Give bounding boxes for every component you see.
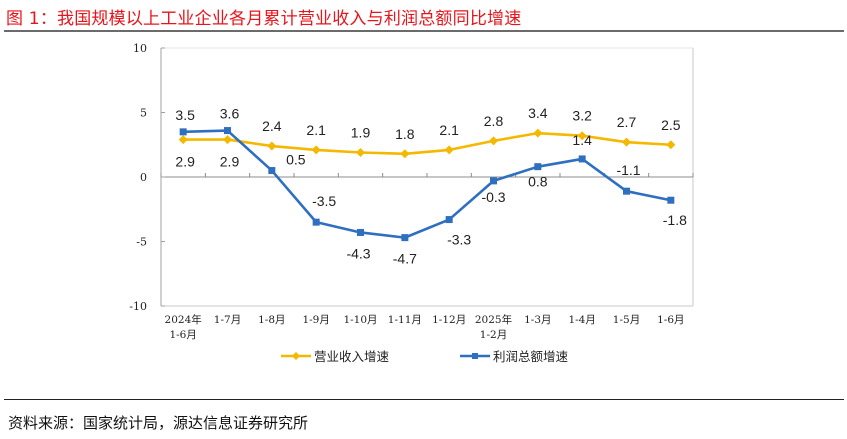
profit-data-label: -1.1 xyxy=(616,162,640,178)
legend-label: 利润总额增速 xyxy=(493,349,569,364)
diamond-marker-icon xyxy=(292,352,300,360)
chart-legend: 营业收入增速 利润总额增速 xyxy=(281,349,569,364)
square-marker-icon xyxy=(357,228,364,236)
revenue-data-label: 3.4 xyxy=(528,105,548,121)
diamond-marker-icon xyxy=(178,135,188,145)
chart-axes: 10 5 0 -5 -10 2024年 1-6月 1-7月 1-8月 1-9月 1-10月 1-11月… xyxy=(129,42,694,341)
x-tick-label: 2025年 xyxy=(475,313,512,326)
profit-data-label: -4.7 xyxy=(393,251,417,267)
diamond-marker-icon xyxy=(223,135,232,145)
y-tick-label: 0 xyxy=(140,171,147,184)
x-tick-label: 1-7月 xyxy=(214,314,241,326)
diamond-marker-icon xyxy=(622,137,631,147)
profit-data-label: -3.5 xyxy=(312,193,336,209)
x-tick-label: 1-6月 xyxy=(657,314,684,326)
profit-data-label: -4.3 xyxy=(346,245,370,261)
square-marker-icon xyxy=(445,216,453,224)
x-tick-label: 2024年 xyxy=(165,313,202,326)
y-tick-label: 5 xyxy=(140,107,147,120)
x-tick-label: 1-10月 xyxy=(343,314,377,326)
diamond-marker-icon xyxy=(577,131,587,141)
diamond-marker-icon xyxy=(311,145,321,155)
x-tick-label: 1-4月 xyxy=(568,314,595,326)
legend-profit: 利润总额增速 xyxy=(460,349,569,364)
diamond-marker-icon xyxy=(444,145,454,155)
x-tick-label: 1-12月 xyxy=(432,314,466,326)
data-labels: 2.9 2.9 2.4 2.1 1.9 1.8 2.1 2.8 3.4 3.2 2.7 2.5 3.5 3… xyxy=(175,105,687,266)
diamond-marker-icon xyxy=(533,128,543,138)
diamond-marker-icon xyxy=(400,149,410,159)
revenue-data-label: 3.2 xyxy=(572,108,592,124)
x-tick-label: 1-9月 xyxy=(302,314,329,326)
square-marker-icon xyxy=(534,163,542,171)
revenue-data-label: 2.1 xyxy=(439,122,459,138)
x-tick-label: 1-3月 xyxy=(524,314,551,326)
diamond-marker-icon xyxy=(489,136,498,146)
revenue-data-label: 1.8 xyxy=(395,126,415,142)
revenue-data-label: 1.9 xyxy=(351,124,371,140)
y-tick-label: -5 xyxy=(136,236,147,249)
square-marker-icon xyxy=(224,127,231,135)
y-tick-label: -10 xyxy=(129,300,147,313)
square-marker-icon xyxy=(623,187,630,195)
y-tick-label: 10 xyxy=(133,42,147,55)
revenue-data-label: 2.9 xyxy=(220,154,240,170)
revenue-data-label: 2.4 xyxy=(262,118,282,134)
revenue-data-label: 2.8 xyxy=(484,113,504,129)
revenue-data-label: 2.5 xyxy=(661,117,681,133)
diamond-marker-icon xyxy=(267,141,277,151)
square-marker-icon xyxy=(401,234,409,242)
profit-data-label: 1.4 xyxy=(572,132,592,148)
revenue-data-label: 2.1 xyxy=(306,122,326,138)
square-marker-icon xyxy=(179,128,187,136)
x-tick-label: 1-8月 xyxy=(258,314,285,326)
figure-title: 图 1：我国规模以上工业企业各月累计营业收入与利润总额同比增速 xyxy=(6,9,522,29)
revenue-line xyxy=(183,131,671,156)
profit-data-label: 0.5 xyxy=(286,152,306,168)
chart-series xyxy=(178,127,676,242)
revenue-data-label: 2.7 xyxy=(617,114,637,130)
source-note: 资料来源：国家统计局，源达信息证券研究所 xyxy=(8,414,309,432)
legend-label: 营业收入增速 xyxy=(314,349,390,364)
revenue-data-label: 2.9 xyxy=(175,154,195,170)
profit-line xyxy=(183,129,672,239)
x-tick-label: 1-5月 xyxy=(613,314,640,326)
legend-revenue: 营业收入增速 xyxy=(281,349,390,364)
profit-data-label: -3.3 xyxy=(447,232,471,248)
x-tick-label: 1-6月 xyxy=(169,329,196,341)
profit-data-label: 0.8 xyxy=(528,174,548,190)
square-marker-icon xyxy=(312,218,320,226)
profit-data-label: 3.6 xyxy=(220,106,240,122)
line-chart: 10 5 0 -5 -10 2024年 1-6月 1-7月 1-8月 1-9月 1-10月 1-11月… xyxy=(129,42,694,364)
profit-data-label: -1.8 xyxy=(663,212,687,228)
square-marker-icon xyxy=(268,167,276,175)
square-marker-icon xyxy=(490,177,497,185)
x-tick-label: 1-11月 xyxy=(388,314,422,326)
diamond-marker-icon xyxy=(356,147,365,157)
source-divider xyxy=(4,399,844,400)
profit-data-label: 3.5 xyxy=(175,107,195,123)
x-tick-label: 1-2月 xyxy=(480,329,507,341)
square-marker-icon xyxy=(578,155,586,163)
title-divider xyxy=(4,30,844,32)
profit-data-label: -0.3 xyxy=(481,189,505,205)
square-marker-icon xyxy=(667,196,675,204)
diamond-marker-icon xyxy=(666,140,676,150)
square-marker-icon xyxy=(472,353,478,359)
